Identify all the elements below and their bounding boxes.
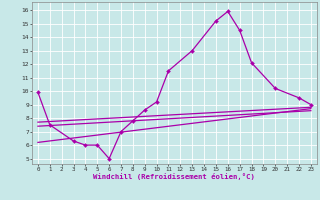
X-axis label: Windchill (Refroidissement éolien,°C): Windchill (Refroidissement éolien,°C) (93, 173, 255, 180)
